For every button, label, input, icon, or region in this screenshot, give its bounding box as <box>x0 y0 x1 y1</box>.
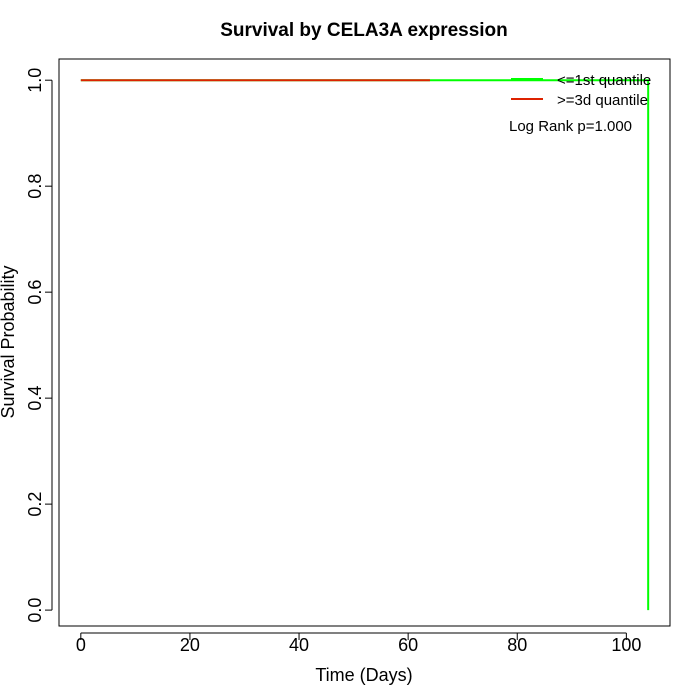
y-tick-label: 0.0 <box>25 598 45 623</box>
series-layer <box>80 79 650 611</box>
legend-label-high: >=3d quantile <box>557 92 648 109</box>
legend-label-low: <=1st quantile <box>557 72 651 89</box>
y-tick-label: 0.2 <box>25 492 45 517</box>
x-tick-label: 80 <box>507 635 527 655</box>
y-axis-label: Survival Probability <box>0 265 18 418</box>
y-tick-label: 1.0 <box>25 68 45 93</box>
x-tick-label: 0 <box>76 635 86 655</box>
y-tick-label: 0.8 <box>25 174 45 199</box>
plot-frame <box>58 58 671 627</box>
legend: <=1st quantile >=3d quantile Log Rank p=… <box>509 72 651 135</box>
x-tick-label: 60 <box>398 635 418 655</box>
y-tick-label: 0.4 <box>25 386 45 411</box>
x-tick-label: 20 <box>180 635 200 655</box>
y-tick-label: 0.6 <box>25 280 45 305</box>
x-axis-label: Time (Days) <box>315 665 412 685</box>
x-tick-label: 40 <box>289 635 309 655</box>
chart-title: Survival by CELA3A expression <box>220 20 508 41</box>
x-axis: 0 20 40 60 80 100 <box>76 632 641 655</box>
y-axis: 0.0 0.2 0.4 0.6 0.8 1.0 <box>25 68 53 623</box>
series-line-0 <box>80 79 650 611</box>
x-tick-label: 100 <box>611 635 641 655</box>
log-rank-annotation: Log Rank p=1.000 <box>509 118 632 135</box>
